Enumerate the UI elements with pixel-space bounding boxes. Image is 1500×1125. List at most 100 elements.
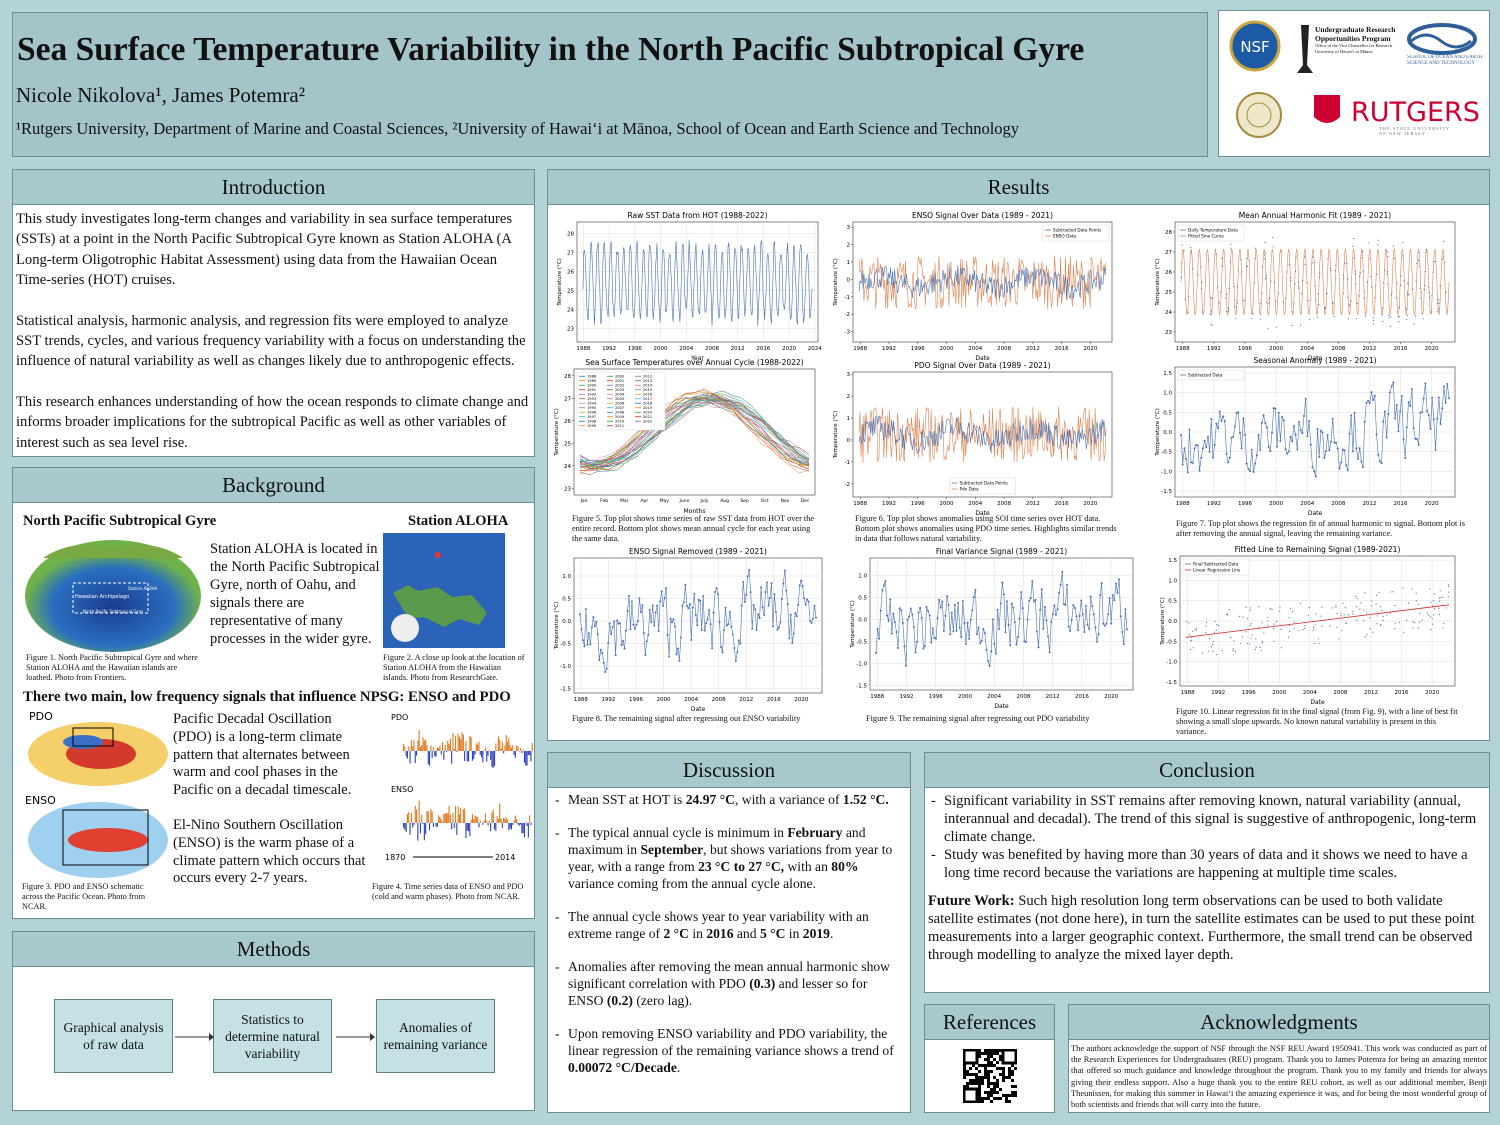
qr-cell	[993, 1085, 996, 1088]
index-bar	[429, 823, 431, 831]
index-bar	[408, 746, 410, 751]
index-bar	[412, 823, 414, 828]
qr-cell	[1014, 1091, 1017, 1094]
index-bar	[496, 816, 498, 823]
index-bar	[494, 823, 496, 830]
index-bar	[509, 745, 511, 751]
index-bar	[527, 751, 529, 755]
index-bar	[421, 745, 423, 751]
index-bar	[477, 817, 479, 823]
qr-cell	[999, 1058, 1002, 1061]
qr-cell	[996, 1082, 999, 1085]
index-bar	[513, 751, 515, 756]
qr-cell	[996, 1085, 999, 1088]
index-bar	[423, 823, 425, 841]
qr-cell	[990, 1094, 993, 1097]
index-bar	[490, 751, 492, 760]
index-bar	[449, 814, 451, 823]
index-bar	[471, 814, 473, 823]
index-bar	[447, 813, 449, 823]
index-bar	[510, 823, 512, 830]
caption: Figure 1. North Pacific Subtropical Gyre…	[26, 653, 198, 682]
index-bar	[522, 749, 524, 751]
qr-code	[963, 1049, 1017, 1103]
index-bar	[425, 739, 427, 751]
index-bar	[513, 820, 515, 823]
index-bar	[470, 819, 472, 823]
subheading: Station ALOHA	[408, 513, 509, 529]
authors: Nicole Nikolova¹, James Potemra²	[16, 83, 306, 107]
index-bar	[430, 809, 432, 823]
map-label: Station ALOHA	[128, 586, 157, 591]
qr-cell	[996, 1052, 999, 1055]
aloha-map	[383, 533, 505, 648]
acknowledgments: Acknowledgments The authors acknowledge …	[1068, 1004, 1490, 1113]
discussion-list: Mean SST at HOT is 24.97 °C, with a vari…	[548, 788, 910, 1076]
qr-cell	[966, 1082, 969, 1085]
qr-cell	[987, 1061, 990, 1064]
index-bar	[462, 809, 464, 823]
bullet-text: 2 °C	[663, 926, 689, 941]
index-bar	[443, 813, 445, 823]
index-bar	[475, 743, 477, 751]
qr-cell	[999, 1049, 1002, 1052]
qr-cell	[984, 1097, 987, 1100]
bullet: The typical annual cycle is minimum in F…	[555, 824, 904, 892]
qr-cell	[1008, 1094, 1011, 1097]
qr-cell	[993, 1091, 996, 1094]
section-heading: References	[925, 1005, 1054, 1040]
index-bar	[492, 809, 494, 823]
qr-finder	[1001, 1049, 1017, 1065]
enso-label: ENSO	[25, 794, 56, 807]
index-bar	[417, 823, 419, 841]
index-bar	[409, 751, 411, 764]
index-bar	[466, 823, 468, 831]
qr-cell	[981, 1064, 984, 1067]
index-bar	[436, 747, 438, 751]
pdo-text: Pacific Decadal Oscillation (PDO) is a l…	[173, 711, 352, 799]
qr-cell	[993, 1088, 996, 1091]
qr-cell	[981, 1052, 984, 1055]
qr-cell	[966, 1085, 969, 1088]
index-bar	[488, 749, 490, 751]
caption: Figure 8. The remaining signal after reg…	[572, 714, 801, 723]
qr-cell	[987, 1055, 990, 1058]
index-bar	[444, 813, 446, 823]
qr-cell	[978, 1085, 981, 1088]
index-bar	[445, 751, 447, 753]
index-bar	[436, 823, 438, 828]
subheading: There two main, low frequency signals th…	[23, 689, 511, 705]
index-bar	[418, 730, 420, 751]
bullet-text: February	[787, 825, 843, 840]
rutgers-sub: THE STATE UNIVERSITY OF NEW JERSEY	[1379, 126, 1450, 136]
bullet: Significant variability in SST remains a…	[931, 792, 1481, 846]
index-bar	[473, 751, 475, 760]
index-bar	[496, 750, 498, 751]
index-bar	[413, 740, 415, 751]
paragraph: This research enhances understanding of …	[16, 393, 529, 451]
index-bar	[461, 822, 463, 823]
conclusion-list: Significant variability in SST remains a…	[925, 788, 1489, 882]
qr-cell	[990, 1049, 993, 1052]
qr-cell	[987, 1082, 990, 1085]
map-label: Hawaiian Archipelago	[75, 594, 129, 600]
qr-cell	[984, 1073, 987, 1076]
qr-cell	[1008, 1073, 1011, 1076]
qr-cell	[975, 1076, 978, 1079]
index-bar	[507, 741, 509, 751]
qr-cell	[975, 1067, 978, 1070]
qr-cell	[969, 1082, 972, 1085]
index-bar	[448, 805, 450, 823]
index-bar	[479, 820, 481, 823]
index-bar	[451, 823, 453, 830]
qr-cell	[999, 1055, 1002, 1058]
index-bar	[486, 820, 488, 823]
pdo-label: PDO	[29, 710, 53, 723]
index-bar	[414, 751, 416, 764]
bullet-text: 5 °C	[759, 926, 786, 941]
method-step: Graphical analysis of raw data	[54, 999, 173, 1073]
index-bar	[445, 812, 447, 823]
arrows	[175, 1033, 375, 1041]
enso-label: ENSO	[391, 785, 413, 794]
